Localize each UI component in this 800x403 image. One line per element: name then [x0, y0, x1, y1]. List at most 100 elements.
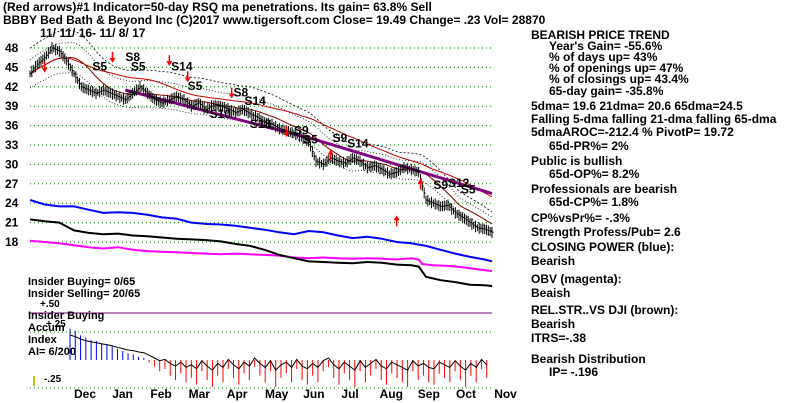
signal-label: S10	[210, 107, 232, 121]
x-tick-label: Jan	[112, 387, 133, 401]
x-tick-label: Jun	[303, 387, 324, 401]
y-tick-label: 21	[5, 216, 19, 230]
sidebar-line: 5dmaAROC=-212.4 % PivotP= 19.72	[531, 125, 734, 139]
y-tick-label: 18	[5, 235, 19, 249]
signal-label: S18	[250, 117, 272, 131]
x-tick-label: Jul	[341, 387, 358, 401]
signal-arrowhead	[417, 178, 424, 184]
signal-arrowhead	[283, 132, 290, 138]
signal-arrowhead	[327, 149, 334, 155]
sidebar-line: ITRS=-.38	[531, 331, 587, 345]
y-tick-label: 30	[5, 157, 19, 171]
accum-minus25-label: -.25	[44, 374, 62, 385]
insider-buying-title: Insider Buying	[28, 310, 105, 322]
y-tick-label: 45	[5, 60, 19, 74]
y-tick-label: 48	[5, 41, 19, 55]
y-tick-label: 42	[5, 80, 19, 94]
x-tick-label: Aug	[380, 387, 403, 401]
signal-label: S9	[433, 178, 448, 192]
ma65-line	[29, 57, 493, 198]
accum-ma-line	[69, 334, 488, 371]
closing-power-line	[29, 199, 493, 263]
sidebar-line: Bearish Distribution	[531, 352, 646, 366]
sidebar-line: Bearish	[531, 254, 576, 268]
signal-label: S5	[92, 60, 107, 74]
sidebar-line: REL.STR..VS DJI (brown):	[531, 303, 679, 317]
sidebar-line: % of days up= 43%	[549, 50, 658, 64]
header-line-1: (Red arrows)#1 Indicator=50-day RSQ ma p…	[3, 0, 432, 14]
signal-label: S14	[171, 60, 193, 74]
index-label: Index	[28, 334, 57, 346]
upper-band	[29, 42, 493, 218]
ma21-line	[29, 56, 493, 225]
sidebar-line: 65d-OP%= 8.2%	[549, 167, 640, 181]
x-tick-label: Sep	[418, 387, 440, 401]
signal-arrowhead	[184, 77, 191, 83]
outer-band-upper	[29, 29, 493, 213]
accum-plus25-label: +.25	[46, 319, 66, 330]
y-tick-label: 36	[5, 119, 19, 133]
accum-plus50-label: +.50	[40, 299, 60, 310]
sidebar-line: IP= -.196	[549, 365, 599, 379]
signal-label: S5	[131, 60, 146, 74]
accum-label: Accum	[28, 322, 65, 334]
y-tick-label: 39	[5, 99, 19, 113]
trend-line	[124, 88, 493, 195]
x-tick-label: May	[265, 387, 289, 401]
x-tick-label: Apr	[227, 387, 248, 401]
date-range: 11/ 11/ 16- 11/ 8/ 17	[40, 26, 146, 40]
x-tick-label: Feb	[150, 387, 171, 401]
x-axis-ticks: Dec Jan Feb Mar Apr May Jun Jul Aug Sep Oct Nov	[74, 387, 517, 401]
insider-selling-count: Insider Selling= 20/65	[28, 288, 141, 300]
signal-label: S8	[234, 86, 249, 100]
sidebar-line: 65d-CP%= 1.8%	[549, 195, 639, 209]
sidebar-line: % of closings up= 43.4%	[549, 72, 689, 86]
sidebar-line: Professionals are bearish	[531, 182, 678, 196]
sidebar-line: BEARISH PRICE TREND	[531, 28, 670, 42]
insider-buying-count: Insider Buying= 0/65	[28, 276, 136, 288]
price-bars	[29, 42, 494, 238]
gridlines	[30, 47, 492, 243]
sidebar-line: Strength Profess/Pub= 2.6	[531, 225, 681, 239]
signal-arrowhead	[393, 215, 400, 221]
x-tick-label: Oct	[456, 387, 476, 401]
y-tick-label: 27	[5, 177, 19, 191]
x-tick-label: Dec	[74, 387, 96, 401]
sidebar-line: Year's Gain= -55.6%	[549, 39, 663, 53]
signal-arrowhead	[228, 93, 235, 99]
rel-strength-line	[29, 218, 493, 287]
accum-index-ratio: AI= 6/200	[28, 346, 77, 358]
sidebar-line: Falling 5-dma falling 21-dma falling 65-…	[531, 112, 777, 126]
signal-arrowhead	[109, 57, 116, 63]
sidebar-line: 5dma= 19.6 21dma= 20.6 65dma=24.5	[531, 99, 743, 113]
header-line-2: BBBY Bed Bath & Beyond Inc (C)2017 www.t…	[3, 13, 546, 27]
signal-label: S5	[188, 79, 203, 93]
signal-label: S9	[333, 131, 348, 145]
signal-label: S9	[294, 124, 309, 138]
sidebar-line: CLOSING POWER (blue):	[531, 240, 675, 254]
signal-label: S14	[347, 137, 369, 151]
sidebar-line: 65d-PR%= 2%	[549, 139, 629, 153]
sidebar-line: 65-day gain= -35.8%	[549, 84, 664, 98]
signal-arrowhead	[166, 61, 173, 67]
accumulation-index-panel	[30, 312, 492, 389]
signal-label: S8	[125, 50, 140, 64]
obv-line	[29, 239, 493, 273]
signal-label: S5	[461, 183, 476, 197]
signal-label: S5	[303, 133, 318, 147]
sidebar-line: Bearish	[531, 317, 576, 331]
x-tick-label: Nov	[494, 387, 517, 401]
sidebar-line: Beaish	[531, 286, 571, 300]
y-tick-label: 24	[5, 196, 19, 210]
sidebar-line: Public is bullish	[531, 154, 623, 168]
signal-label: S14	[245, 94, 267, 108]
lower-band	[29, 72, 493, 231]
y-tick-label: 33	[5, 138, 19, 152]
signal-arrowhead	[41, 67, 48, 73]
x-tick-label: Mar	[189, 387, 211, 401]
y-axis-ticks: 48 45 42 39 36 33 30 27 24 21 18	[5, 41, 19, 249]
sidebar-line: CP%vsPr%= -.3%	[531, 211, 631, 225]
